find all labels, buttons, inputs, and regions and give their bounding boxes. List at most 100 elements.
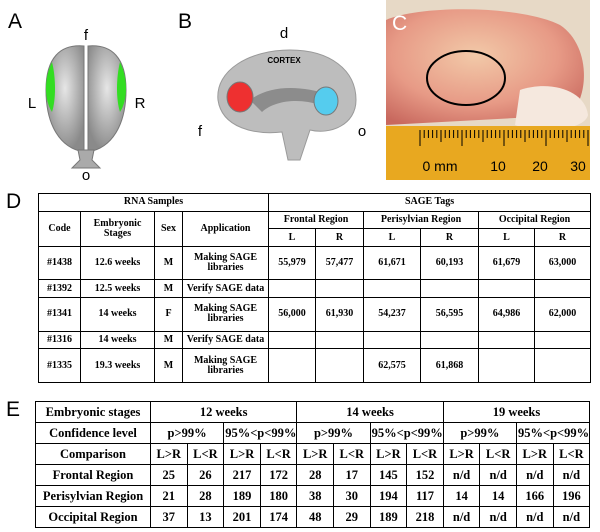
table-cell: R [533, 228, 592, 247]
table-cell: L<R [479, 443, 517, 465]
table-cell: 95%<p<99% [223, 422, 298, 444]
table-cell: Comparison [35, 443, 151, 465]
data-row: #1341 14 weeks F Making SAGE libraries 56,00… [38, 297, 592, 332]
table-cell: 19 weeks [442, 401, 591, 423]
table-cell: L>R [442, 443, 481, 465]
data-row: #1392 12.5 weeks M Verify SAGE data [38, 279, 592, 299]
table-cell: L>R [296, 443, 334, 465]
table-cell: Occipital Region [35, 506, 151, 528]
table-cell: p>99% [296, 422, 371, 444]
table-cell: Frontal Region [268, 210, 364, 230]
table-cell: 13 [186, 506, 225, 528]
table-cell [478, 279, 535, 299]
table-cell: 57,477 [315, 245, 364, 281]
table-cell: 14 [479, 485, 517, 507]
table-cell: 55,979 [268, 245, 316, 281]
table-cell: 14 weeks [80, 297, 155, 332]
table-cell: 14 weeks [80, 330, 155, 350]
table-cell: 174 [259, 506, 298, 528]
region-label: CORTEX [267, 56, 301, 65]
table-cell: M [154, 279, 183, 299]
table-cell: Verify SAGE data [182, 330, 269, 350]
table-cell: L<R [332, 443, 371, 465]
table-cell: 63,000 [533, 245, 592, 281]
table-cell: Occipital Region [477, 210, 592, 230]
table-cell: F [154, 297, 183, 332]
table-cell: M [154, 245, 183, 281]
table-cell: 117 [406, 485, 444, 507]
table-cell: 12.5 weeks [80, 279, 155, 299]
table-cell: 28 [296, 464, 334, 486]
table-cell: 61,671 [363, 245, 421, 281]
table-cell [315, 279, 364, 299]
table-cell: 56,595 [420, 297, 479, 332]
ruler-label: 20 [532, 158, 548, 174]
table-cell: L>R [223, 443, 261, 465]
table-cell: 54,237 [363, 297, 421, 332]
ruler-label: 30 [570, 158, 586, 174]
orientation-label: R [135, 95, 146, 112]
right-region [117, 62, 126, 112]
table-cell: 12.6 weeks [80, 245, 155, 281]
ruler-label: 10 [490, 158, 506, 174]
table-cell: Application [182, 210, 269, 247]
table-cell: 95%<p<99% [369, 422, 444, 444]
header-row: Code Embryonic Stages Sex Application Fronta… [38, 210, 592, 247]
table-cell [268, 279, 316, 299]
table-cell: 166 [515, 485, 554, 507]
table-cell [363, 330, 421, 350]
occipital-region [313, 86, 339, 116]
orientation-label: o [358, 123, 366, 140]
confidence-row: Confidence level p>99% 95%<p<99% p>99% 95%<p… [35, 422, 591, 444]
table-cell: 14 [442, 485, 481, 507]
table-cell: 14 weeks [296, 401, 444, 423]
left-region [46, 62, 55, 112]
table-cell: 201 [223, 506, 261, 528]
brain-lateral [217, 49, 357, 161]
cerebellum-photo [515, 86, 588, 131]
table-cell: n/d [442, 464, 481, 486]
table-cell: 217 [223, 464, 261, 486]
table-cell: Verify SAGE data [182, 279, 269, 299]
data-row: #1335 19.3 weeks M Making SAGE libraries 62,… [38, 348, 592, 383]
table-cell: 145 [369, 464, 408, 486]
table-cell [363, 279, 421, 299]
table-cell: #1335 [38, 348, 81, 383]
table-cell: 62,000 [533, 297, 592, 332]
table-cell: 180 [259, 485, 298, 507]
table-cell [268, 330, 316, 350]
table-cell: #1438 [38, 245, 81, 281]
table-cell: Embryonic Stages [80, 210, 155, 247]
table-cell: n/d [515, 464, 554, 486]
data-row: #1438 12.6 weeks M Making SAGE libraries 55,… [38, 245, 592, 281]
table-cell: #1341 [38, 297, 81, 332]
table-cell: Making SAGE libraries [182, 245, 269, 281]
table-cell: L>R [369, 443, 408, 465]
table-cell: n/d [479, 506, 517, 528]
frontal-region [226, 81, 254, 113]
group-row: RNA Samples SAGE Tags [38, 193, 592, 212]
orientation-label: o [82, 167, 90, 184]
table-cell: R [420, 228, 479, 247]
table-cell: 38 [296, 485, 334, 507]
table-cell: n/d [442, 506, 481, 528]
table-cell: 26 [186, 464, 225, 486]
table-cell: 218 [406, 506, 444, 528]
table-cell [315, 348, 364, 383]
table-cell: 152 [406, 464, 444, 486]
top-panels: A f L R o B d CORTEX f o 0 mm 10 20 30 C [8, 0, 590, 184]
table-cell: 12 weeks [149, 401, 298, 423]
table-cell: n/d [479, 464, 517, 486]
table-cell [268, 348, 316, 383]
table-cell: Embryonic stages [35, 401, 151, 423]
table-cell: 48 [296, 506, 334, 528]
table-cell [478, 348, 535, 383]
ruler [386, 126, 590, 180]
table-cell: n/d [552, 506, 591, 528]
table-cell: Code [38, 210, 81, 247]
table-cell: RNA Samples [38, 193, 269, 212]
table-cell: SAGE Tags [267, 193, 592, 212]
table-cell: L [478, 228, 535, 247]
table-cell [420, 330, 479, 350]
sample-outline [426, 50, 506, 106]
